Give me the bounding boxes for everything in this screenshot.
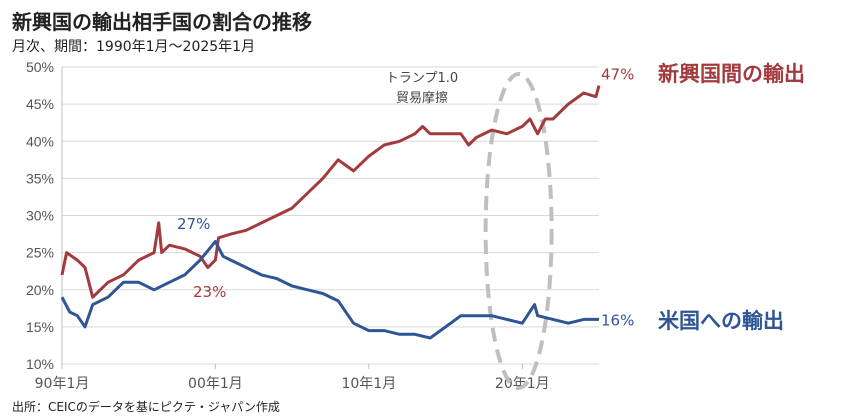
- us-export-line: [60, 240, 599, 340]
- x-tick-label: 10年1月: [341, 376, 396, 392]
- x-tick-label: 20年1月: [495, 376, 550, 392]
- y-tick-label: 50%: [26, 59, 54, 75]
- min-value-label: 23%: [193, 283, 226, 301]
- y-tick-label: 45%: [26, 96, 54, 112]
- series-name-label: 新興国間の輸出: [658, 62, 805, 86]
- y-tick-label: 30%: [26, 208, 54, 224]
- y-tick-label: 25%: [26, 245, 54, 261]
- y-tick-label: 10%: [26, 356, 54, 372]
- series-name-label: 米国への輸出: [658, 309, 784, 333]
- chart-subtitle: 月次、期間：1990年1月～2025年1月: [12, 39, 256, 55]
- annotation-line1: トランプ1.0: [386, 71, 458, 86]
- em-export-line: [60, 85, 601, 299]
- end-value-label: 47%: [601, 66, 634, 84]
- y-tick-label: 35%: [26, 170, 54, 186]
- x-tick-label: 90年1月: [35, 376, 90, 392]
- annotation-line2: 貿易摩擦: [396, 90, 448, 106]
- trade-war-ellipse: [483, 72, 554, 390]
- end-value-label: 16%: [601, 311, 634, 329]
- chart-title: 新興国の輸出相手国の割合の推移: [12, 10, 312, 34]
- y-tick-label: 20%: [26, 282, 54, 298]
- y-tick-label: 15%: [26, 319, 54, 335]
- max-value-label: 27%: [177, 215, 210, 233]
- x-tick-label: 00年1月: [188, 376, 243, 392]
- source-note: 出所：CEICのデータを基にピクテ・ジャパン作成: [12, 400, 280, 414]
- y-tick-label: 40%: [26, 133, 54, 149]
